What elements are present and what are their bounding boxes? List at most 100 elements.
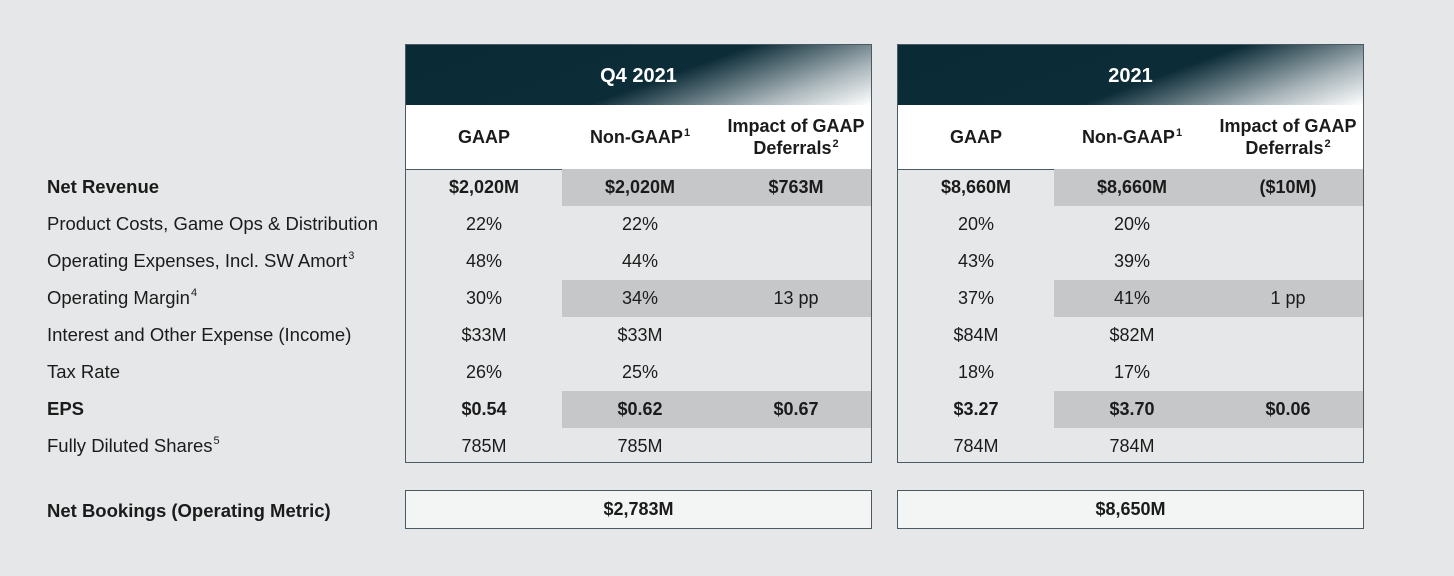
- panel-title: 2021: [898, 45, 1363, 105]
- table-cell: [718, 317, 874, 354]
- footnote-marker: 2: [832, 138, 839, 150]
- footnote-marker: 3: [348, 250, 355, 262]
- column-header-text: Non-GAAP1: [1082, 126, 1182, 148]
- column-header: GAAP: [901, 105, 1051, 169]
- table-cell: $2,020M: [604, 177, 676, 197]
- column-header-text: GAAP: [950, 126, 1002, 148]
- table-cell: 785M: [617, 436, 663, 456]
- column-header-text: GAAP: [458, 126, 510, 148]
- row-label: Operating Expenses, Incl. SW Amort3: [47, 242, 354, 279]
- shaded-band: [562, 280, 871, 317]
- table-cell: $3.70: [1109, 399, 1155, 419]
- column-header-label: GAAP: [457, 127, 510, 147]
- column-header: Non-GAAP1: [1054, 105, 1210, 169]
- table-cell: 25%: [621, 362, 659, 382]
- column-header-text: Non-GAAP1: [590, 126, 690, 148]
- footnote-marker: 1: [1175, 127, 1183, 139]
- table-cell: 784M: [1109, 436, 1155, 456]
- footnote-marker: 2: [1324, 138, 1331, 150]
- table-cell: $0.06: [1265, 399, 1311, 419]
- table-cell: $84M: [953, 325, 999, 345]
- footnote-marker: 4: [190, 287, 198, 299]
- table-cell: [1210, 243, 1366, 280]
- row-label-text: Net Revenue: [47, 176, 160, 197]
- table-cell: $3.27: [953, 399, 999, 419]
- table-cell: 784M: [953, 436, 999, 456]
- row-label: Net Revenue: [47, 168, 159, 205]
- table-cell: 41%: [1113, 288, 1151, 308]
- row-label-text: Fully Diluted Shares: [47, 435, 213, 456]
- table-cell: 30%: [465, 288, 503, 308]
- column-header: Impact of GAAP Deferrals2: [718, 105, 874, 169]
- footnote-marker: 5: [213, 435, 220, 447]
- net-bookings-label: Net Bookings (Operating Metric): [47, 500, 331, 521]
- table-cell: 44%: [621, 251, 659, 271]
- table-cell: 37%: [957, 288, 995, 308]
- column-header-label: Non-GAAP: [589, 127, 683, 147]
- row-label: Operating Margin4: [47, 279, 197, 316]
- table-cell: 22%: [465, 214, 503, 234]
- table-cell: [1210, 317, 1366, 354]
- table-cell: $33M: [617, 325, 663, 345]
- table-cell: 34%: [621, 288, 659, 308]
- column-header-text: Impact of GAAP Deferrals2: [1210, 115, 1366, 159]
- table-cell: [1210, 354, 1366, 391]
- net-bookings-value: $2,783M: [405, 490, 872, 529]
- table-cell: $0.62: [617, 399, 663, 419]
- table-cell: 43%: [957, 251, 995, 271]
- row-label-text: Operating Expenses, Incl. SW Amort: [47, 250, 348, 271]
- column-header-label: Impact of GAAP Deferrals: [727, 116, 865, 158]
- shaded-band: [562, 169, 871, 206]
- table-cell: $0.54: [461, 399, 507, 419]
- footnote-marker: 1: [683, 127, 691, 139]
- table-cell: 39%: [1113, 251, 1151, 271]
- shaded-band: [1054, 169, 1363, 206]
- shaded-band: [1054, 280, 1363, 317]
- table-cell: ($10M): [1259, 177, 1317, 197]
- table-cell: $8,660M: [940, 177, 1012, 197]
- row-label-text: Interest and Other Expense (Income): [47, 324, 352, 345]
- row-label-text: Operating Margin: [47, 287, 190, 308]
- column-headers: GAAP Non-GAAP1 Impact of GAAP Deferrals2: [406, 105, 871, 170]
- table-cell: 26%: [465, 362, 503, 382]
- table-cell: [1210, 206, 1366, 243]
- row-label: Product Costs, Game Ops & Distribution: [47, 205, 378, 242]
- table-cell: 18%: [957, 362, 995, 382]
- table-cell: 22%: [621, 214, 659, 234]
- table-cell: 20%: [957, 214, 995, 234]
- column-header-label: Impact of GAAP Deferrals: [1219, 116, 1357, 158]
- row-label-text: Product Costs, Game Ops & Distribution: [47, 213, 379, 234]
- table-cell: $0.67: [773, 399, 819, 419]
- table-cell: $763M: [768, 177, 824, 197]
- row-label: Fully Diluted Shares5: [47, 427, 220, 464]
- column-header: Non-GAAP1: [562, 105, 718, 169]
- column-header-label: GAAP: [949, 127, 1002, 147]
- table-cell: [718, 428, 874, 465]
- table-cell: 17%: [1113, 362, 1151, 382]
- table-cell: 13 pp: [773, 288, 819, 308]
- shaded-band: [562, 391, 871, 428]
- net-bookings-value: $8,650M: [897, 490, 1364, 529]
- row-label: Tax Rate: [47, 353, 120, 390]
- table-cell: $2,020M: [448, 177, 520, 197]
- row-label: Interest and Other Expense (Income): [47, 316, 351, 353]
- row-label: EPS: [47, 390, 84, 427]
- panel-q4-2021: Q4 2021 GAAP Non-GAAP1 Impact of GAAP Defer…: [405, 44, 872, 463]
- table-cell: [718, 354, 874, 391]
- column-header: Impact of GAAP Deferrals2: [1210, 105, 1366, 169]
- column-header: GAAP: [409, 105, 559, 169]
- table-cell: 785M: [461, 436, 507, 456]
- table-cell: $8,660M: [1096, 177, 1168, 197]
- shaded-band: [1054, 391, 1363, 428]
- column-header-label: Non-GAAP: [1081, 127, 1175, 147]
- table-cell: [1210, 428, 1366, 465]
- column-header-text: Impact of GAAP Deferrals2: [718, 115, 874, 159]
- table-cell: 20%: [1113, 214, 1151, 234]
- table-cell: $82M: [1109, 325, 1155, 345]
- table-cell: 1 pp: [1270, 288, 1306, 308]
- table-cell: [718, 243, 874, 280]
- panel-full-year-2021: 2021 GAAP Non-GAAP1 Impact of GAAP Deferral…: [897, 44, 1364, 463]
- panel-title: Q4 2021: [406, 45, 871, 105]
- row-label-text: Tax Rate: [47, 361, 121, 382]
- table-cell: 48%: [465, 251, 503, 271]
